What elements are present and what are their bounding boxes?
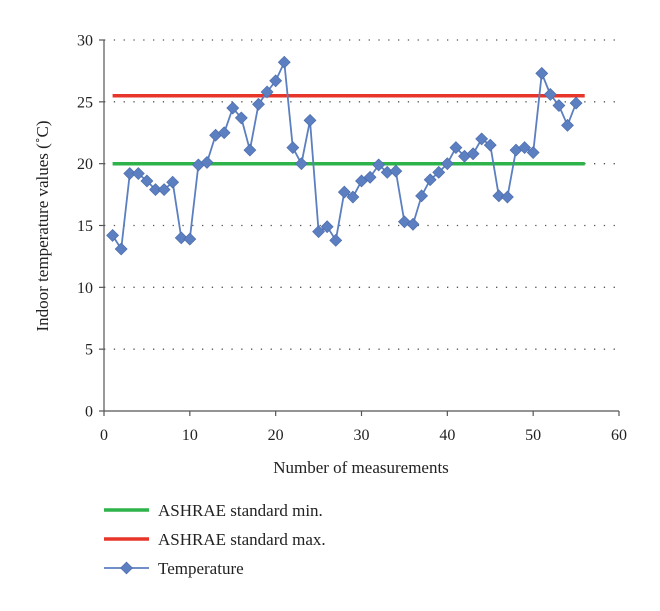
data-point [492, 189, 506, 203]
data-point [449, 141, 463, 155]
legend-marker [120, 561, 133, 575]
x-tick-label: 0 [100, 427, 108, 444]
data-point [535, 66, 549, 80]
y-tick-label: 15 [77, 218, 93, 235]
gridlines [104, 39, 619, 350]
series-line-2 [111, 58, 577, 252]
legend-label-2: Temperature [158, 559, 244, 578]
data-point [423, 173, 437, 187]
data-point [406, 217, 420, 231]
x-tick-label: 30 [354, 427, 370, 444]
data-point [466, 147, 480, 161]
data-point [106, 228, 120, 242]
x-axis-title: Number of measurements [273, 458, 449, 477]
y-tick-labels: 0 5 10 15 20 25 30 [77, 33, 93, 421]
data-point [320, 220, 334, 234]
legend: ASHRAE standard min. ASHRAE standard max.… [104, 501, 326, 578]
data-point [337, 185, 351, 199]
x-tick-label: 50 [525, 427, 541, 444]
data-point [500, 190, 514, 204]
data-point [483, 138, 497, 152]
legend-label-1: ASHRAE standard max. [158, 530, 326, 549]
y-tick-label: 10 [77, 280, 93, 297]
data-point [234, 111, 248, 125]
data-point [114, 242, 128, 256]
data-point [389, 164, 403, 178]
data-point [286, 141, 300, 155]
data-point [526, 146, 540, 159]
data-point [140, 174, 154, 188]
data-point [149, 183, 162, 197]
data-point [174, 231, 188, 245]
y-tick-label: 25 [77, 94, 93, 111]
y-tick-label: 30 [77, 33, 93, 50]
data-point [269, 74, 283, 88]
y-tick-label: 20 [77, 156, 93, 173]
data-point [440, 157, 454, 171]
data-point [277, 55, 291, 69]
data-point [518, 141, 532, 155]
data-point [294, 157, 308, 171]
data-point [329, 233, 343, 247]
x-tick-label: 10 [182, 427, 198, 444]
data-point [183, 232, 197, 246]
data-point [252, 97, 265, 111]
data-point [561, 118, 574, 132]
data-point [243, 143, 257, 157]
data-point [372, 158, 386, 172]
data-point [415, 189, 429, 203]
series-layer [106, 55, 585, 256]
data-point [475, 132, 489, 146]
data-point [200, 156, 214, 169]
data-point [157, 183, 171, 197]
data-point [131, 167, 145, 180]
data-point [166, 175, 180, 189]
y-axis-title: Indoor temperature values (˚C) [33, 121, 52, 332]
x-tick-label: 60 [611, 427, 627, 444]
data-point [569, 96, 583, 110]
y-tick-label: 5 [85, 342, 93, 359]
x-tick-labels: 0 10 20 30 40 50 60 [100, 427, 627, 444]
x-tick-label: 20 [268, 427, 284, 444]
data-point [303, 113, 317, 127]
data-point [543, 87, 557, 101]
data-point [226, 101, 240, 115]
axes [99, 39, 620, 416]
x-tick-label: 40 [439, 427, 455, 444]
data-point [432, 165, 446, 179]
data-point [552, 99, 566, 112]
data-point [312, 225, 326, 239]
y-tick-label: 0 [85, 404, 93, 421]
data-point [123, 167, 137, 180]
data-point [363, 170, 377, 184]
data-point [217, 126, 231, 140]
data-point [346, 190, 360, 204]
legend-label-0: ASHRAE standard min. [158, 501, 323, 520]
data-point [260, 85, 274, 99]
